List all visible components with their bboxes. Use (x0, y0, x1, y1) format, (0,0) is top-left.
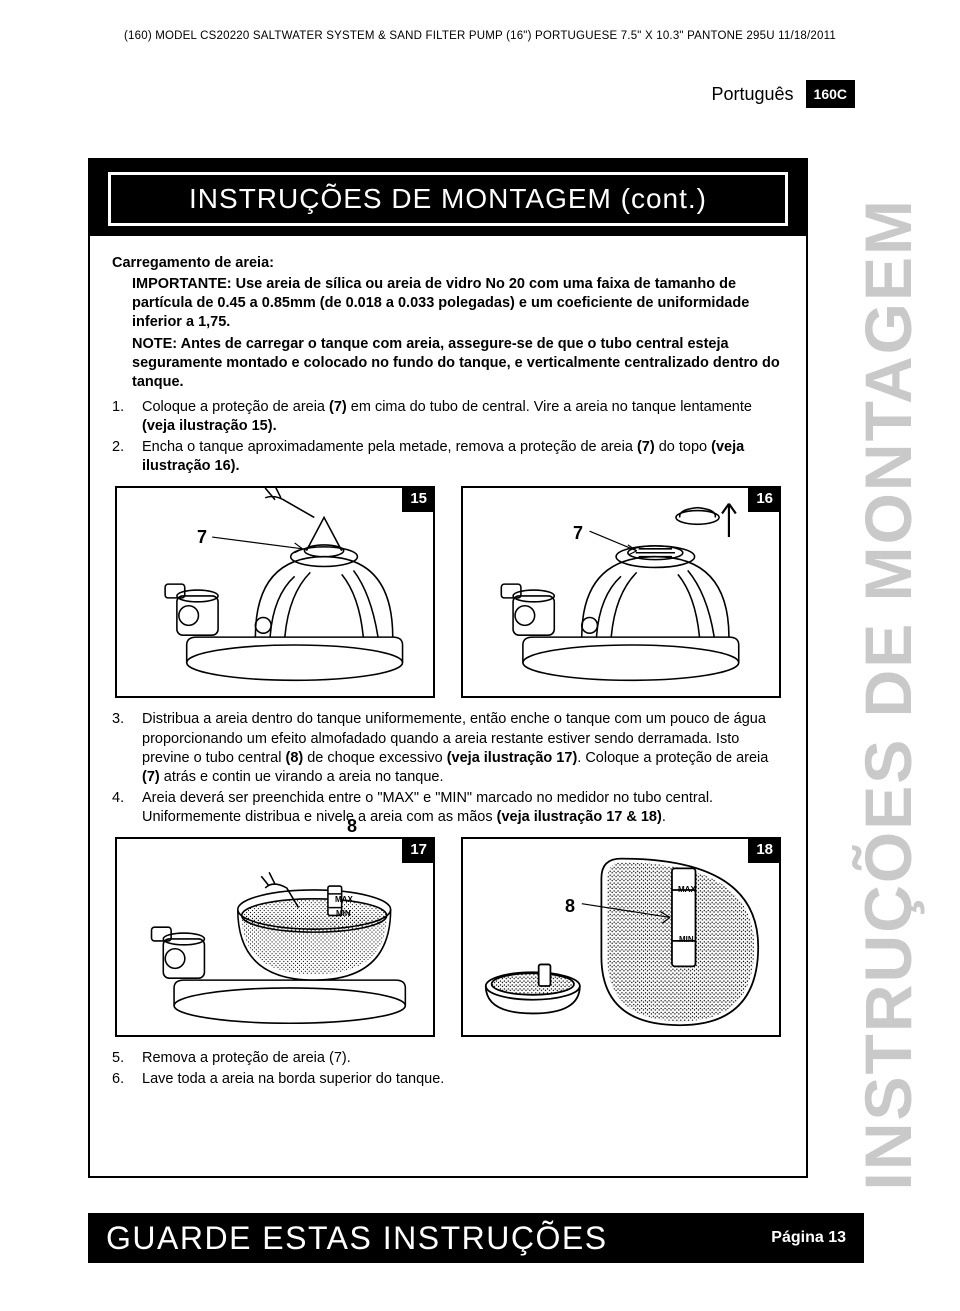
step-text: Coloque a proteção de areia (7) em cima … (142, 398, 784, 436)
title-bar: INSTRUÇÕES DE MONTAGEM (cont.) (90, 160, 806, 236)
footer-page-number: Página 13 (771, 1229, 846, 1247)
main-content-box: INSTRUÇÕES DE MONTAGEM (cont.) Carregame… (88, 158, 808, 1178)
step-text: Lave toda a areia na borda superior do t… (142, 1070, 444, 1089)
step-number: 4. (112, 789, 128, 827)
figure-15: 15 7 (115, 486, 435, 698)
figure-row-1: 15 7 (112, 486, 784, 698)
step-text: Encha o tanque aproximadamente pela meta… (142, 438, 784, 476)
step-4: 4. Areia deverá ser preenchida entre o "… (112, 789, 784, 827)
pump-illustration (463, 488, 779, 696)
figure-row-2: 17 8 (112, 837, 784, 1037)
figure-16: 16 7 (461, 486, 781, 698)
max-label: MAX (678, 885, 696, 896)
min-label: MIN (336, 909, 351, 920)
step-number: 3. (112, 710, 128, 787)
callout-8: 8 (565, 895, 575, 919)
step-text: Remova a proteção de areia (7). (142, 1049, 351, 1068)
content-area: Carregamento de areia: IMPORTANTE: Use a… (90, 236, 806, 1101)
subheading: Carregamento de areia: (112, 254, 784, 273)
page-code-badge: 160C (806, 80, 855, 108)
note-paragraph: NOTE: Antes de carregar o tanque com are… (132, 335, 784, 392)
steps-list-1: 1. Coloque a proteção de areia (7) em ci… (112, 398, 784, 477)
steps-list-3: 5. Remova a proteção de areia (7). 6. La… (112, 1049, 784, 1089)
step-text: Areia deverá ser preenchida entre o "MAX… (142, 789, 784, 827)
section-title: INSTRUÇÕES DE MONTAGEM (cont.) (108, 172, 788, 226)
side-tab-text: INSTRUÇÕES DE MONTAGEM (855, 198, 921, 1190)
important-paragraph: IMPORTANTE: Use areia de sílica ou areia… (132, 275, 784, 332)
language-label: Português (711, 84, 793, 105)
step-2: 2. Encha o tanque aproximadamente pela m… (112, 438, 784, 476)
figure-18: 18 8 (461, 837, 781, 1037)
page: (160) MODEL CS20220 SALTWATER SYSTEM & S… (0, 0, 960, 1311)
side-tab: INSTRUÇÕES DE MONTAGEM (856, 125, 920, 1263)
figure-number: 16 (748, 486, 781, 512)
top-row: Português 160C (0, 52, 960, 124)
step-number: 6. (112, 1070, 128, 1089)
callout-8: 8 (347, 815, 357, 839)
footer-bar: GUARDE ESTAS INSTRUÇÕES Página 13 (88, 1213, 864, 1263)
pump-sand-illustration (117, 839, 433, 1035)
figure-number: 18 (748, 837, 781, 863)
intro-block: IMPORTANTE: Use areia de sílica ou areia… (112, 275, 784, 392)
step-number: 5. (112, 1049, 128, 1068)
steps-list-2: 3. Distribua a areia dentro do tanque un… (112, 710, 784, 827)
figure-number: 17 (402, 837, 435, 863)
step-3: 3. Distribua a areia dentro do tanque un… (112, 710, 784, 787)
step-6: 6. Lave toda a areia na borda superior d… (112, 1070, 784, 1089)
figure-17: 17 8 (115, 837, 435, 1037)
header-spec-line: (160) MODEL CS20220 SALTWATER SYSTEM & S… (0, 30, 960, 52)
callout-7: 7 (197, 526, 207, 550)
tank-cutaway-illustration (463, 839, 779, 1035)
step-5: 5. Remova a proteção de areia (7). (112, 1049, 784, 1068)
step-1: 1. Coloque a proteção de areia (7) em ci… (112, 398, 784, 436)
min-label: MIN (679, 935, 694, 946)
footer-title: GUARDE ESTAS INSTRUÇÕES (106, 1220, 608, 1257)
figure-number: 15 (402, 486, 435, 512)
step-number: 1. (112, 398, 128, 436)
max-label: MAX (335, 895, 353, 906)
step-number: 2. (112, 438, 128, 476)
step-text: Distribua a areia dentro do tanque unifo… (142, 710, 784, 787)
pump-illustration (117, 488, 433, 696)
callout-7: 7 (573, 522, 583, 546)
